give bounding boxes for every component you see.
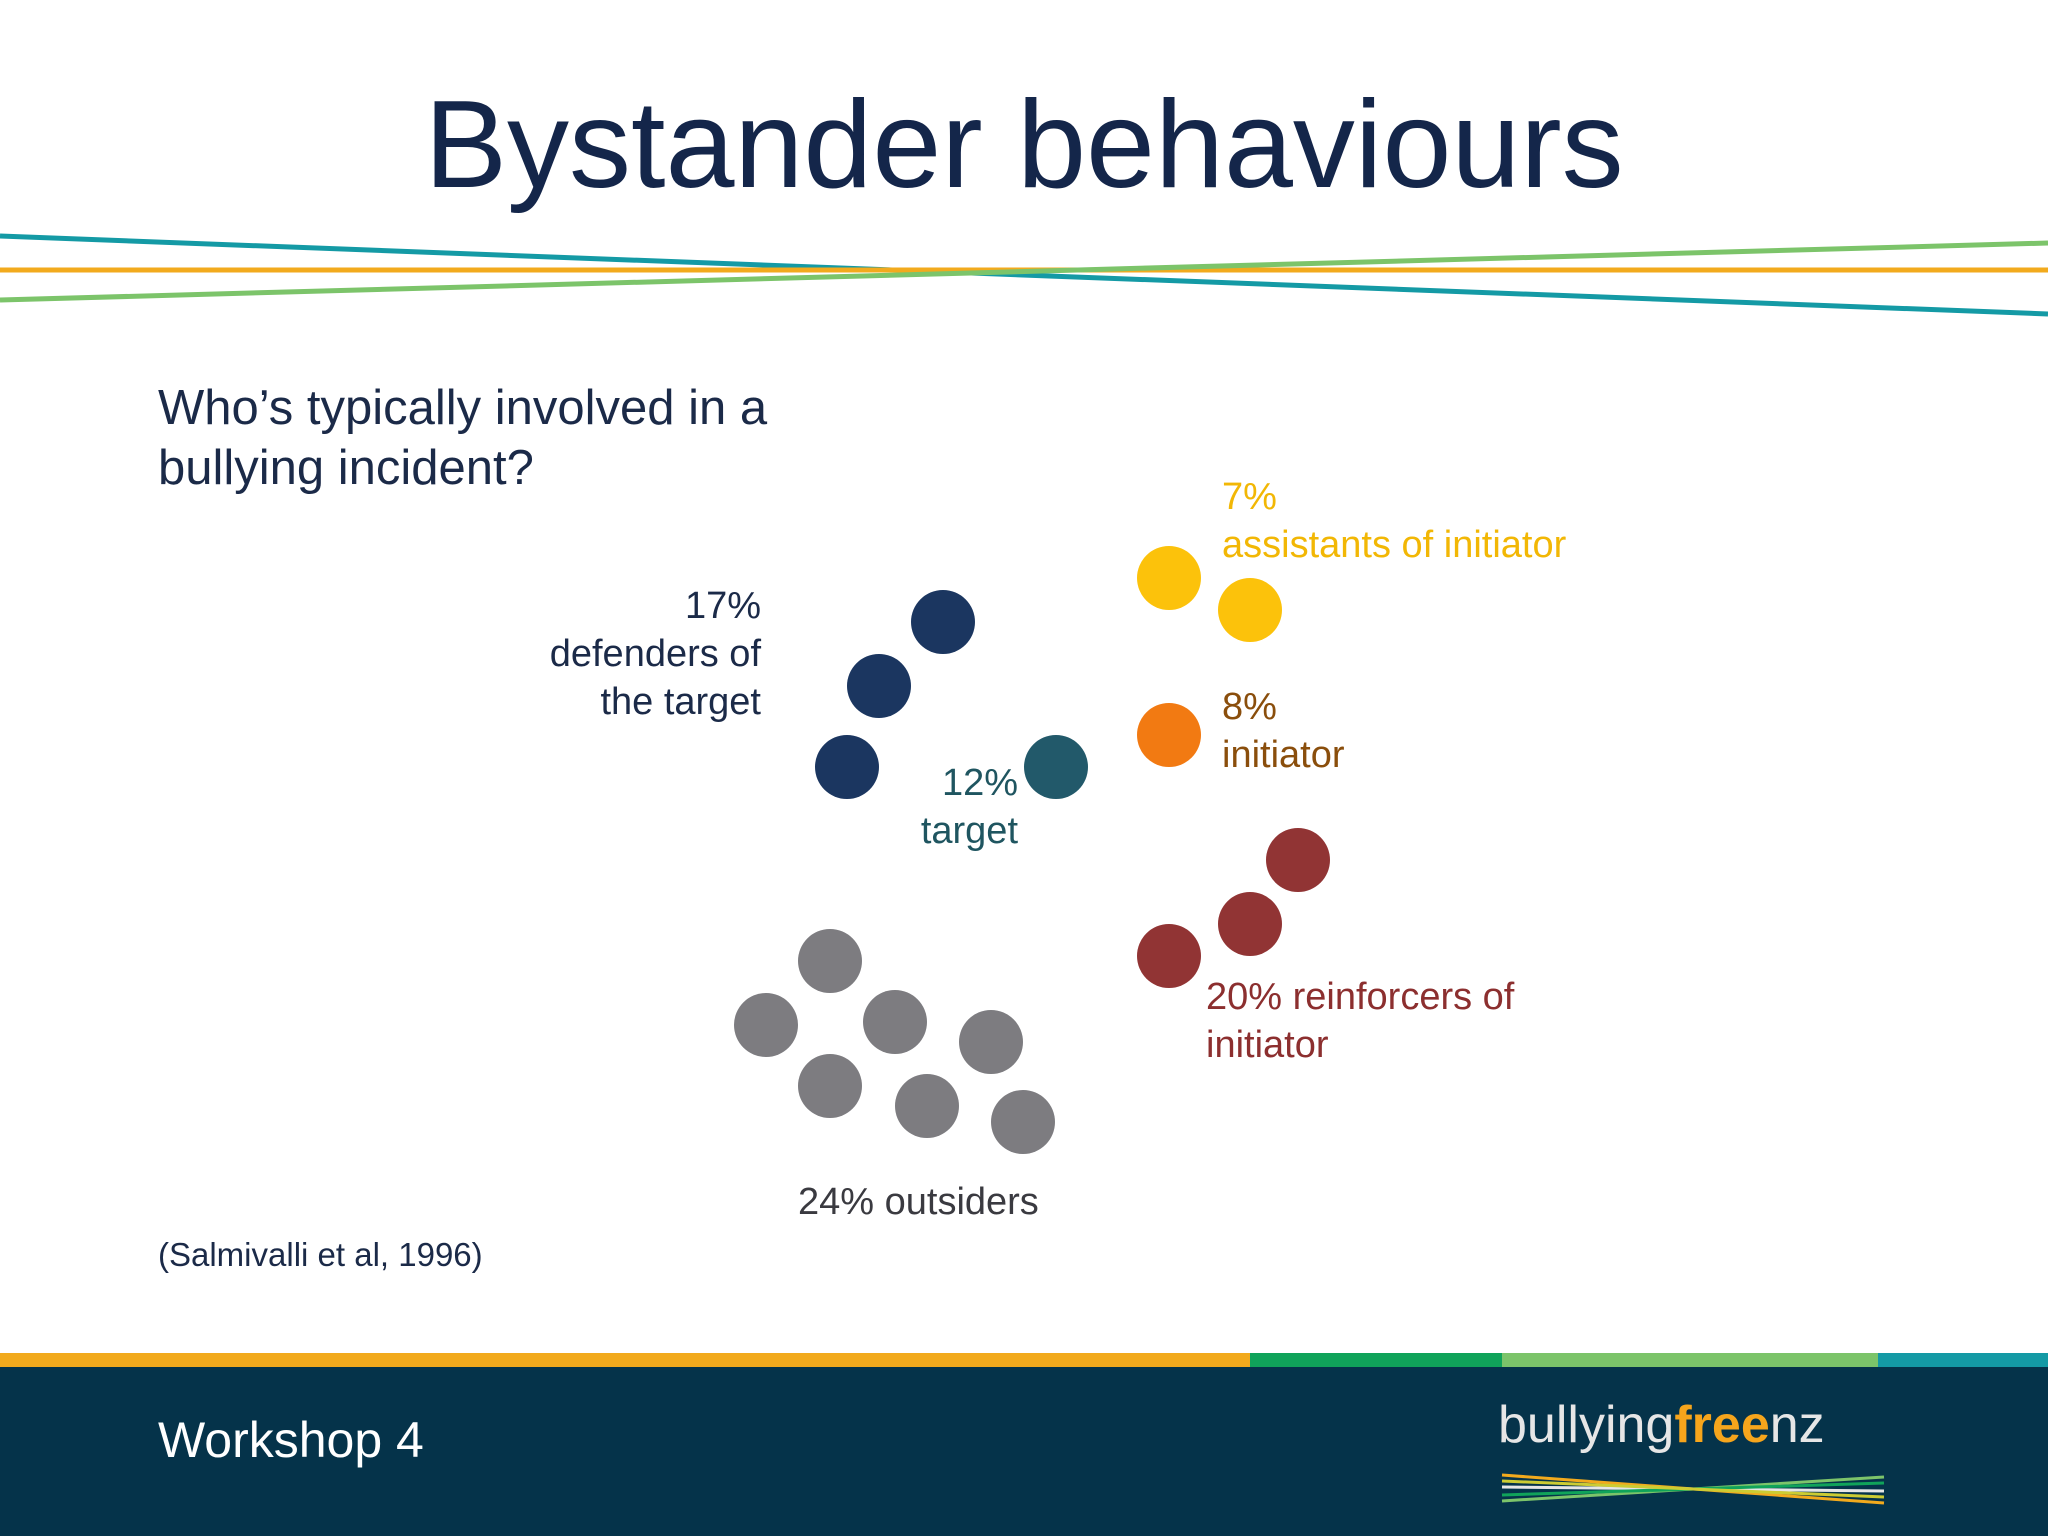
question-text: Who’s typically involved in a bullying i… xyxy=(158,378,918,498)
target-percent: 12% xyxy=(941,762,1018,804)
logo-text: bullyingfreenz xyxy=(1498,1395,1825,1455)
target-dot xyxy=(1024,735,1088,799)
question-line-1: Who’s typically involved in a xyxy=(158,381,768,435)
logo-part-1: bullying xyxy=(1498,1396,1675,1454)
workshop-label: Workshop 4 xyxy=(158,1412,424,1468)
assistants-line-1: assistants of initiator xyxy=(1222,524,1567,566)
outsider-dot xyxy=(863,990,927,1054)
reinforcers-line-2: initiator xyxy=(1206,1024,1329,1066)
bullyingfreenz-logo: bullyingfreenz xyxy=(1498,1395,1898,1515)
outsider-dot xyxy=(991,1090,1055,1154)
outsider-dot xyxy=(798,929,862,993)
green-line xyxy=(0,240,2048,303)
outsider-dot xyxy=(734,993,798,1057)
logo-part-3: nz xyxy=(1769,1396,1825,1454)
defenders-line-1: defenders of xyxy=(549,633,761,675)
defenders-line-2: the target xyxy=(600,681,761,723)
defenders-percent: 17% xyxy=(684,585,761,627)
participant-dots xyxy=(734,546,1330,1154)
teal-line xyxy=(0,233,2048,317)
citation: (Salmivalli et al, 1996) xyxy=(158,1236,483,1273)
outsider-dot xyxy=(895,1074,959,1138)
assistants-percent: 7% xyxy=(1222,476,1277,518)
footer-bar: Workshop 4 bullyingfreenz xyxy=(0,1367,2048,1536)
defenders-label: 17% defenders of the target xyxy=(550,582,761,726)
reinforcer-dot xyxy=(1266,828,1330,892)
initiator-dot xyxy=(1137,703,1201,767)
reinforcer-dot xyxy=(1137,924,1201,988)
initiator-percent: 8% xyxy=(1222,686,1277,728)
reinforcers-line-1: 20% reinforcers of xyxy=(1206,976,1515,1018)
outsiders-label: 24% outsiders xyxy=(798,1178,1039,1226)
logo-part-2: free xyxy=(1674,1396,1770,1454)
target-line-1: target xyxy=(920,810,1018,852)
reinforcers-label: 20% reinforcers of initiator xyxy=(1206,973,1514,1069)
logo-lines-icon xyxy=(1501,1473,1885,1505)
reinforcer-dot xyxy=(1218,892,1282,956)
assistant-dot xyxy=(1218,578,1282,642)
outsider-dot xyxy=(798,1054,862,1118)
defender-dot xyxy=(911,590,975,654)
initiator-label: 8% initiator xyxy=(1222,683,1345,779)
outsiders-line-1: 24% outsiders xyxy=(798,1181,1039,1223)
defender-dot xyxy=(815,735,879,799)
target-label: 12% target xyxy=(921,759,1018,855)
footer-stripe xyxy=(0,1353,2048,1367)
assistants-label: 7% assistants of initiator xyxy=(1222,473,1566,569)
defender-dot xyxy=(847,654,911,718)
question-line-2: bullying incident? xyxy=(158,441,534,495)
slide-title: Bystander behaviours xyxy=(424,76,1624,214)
outsider-dot xyxy=(959,1010,1023,1074)
decorative-lines xyxy=(0,233,2048,317)
initiator-line-1: initiator xyxy=(1222,734,1345,776)
assistant-dot xyxy=(1137,546,1201,610)
